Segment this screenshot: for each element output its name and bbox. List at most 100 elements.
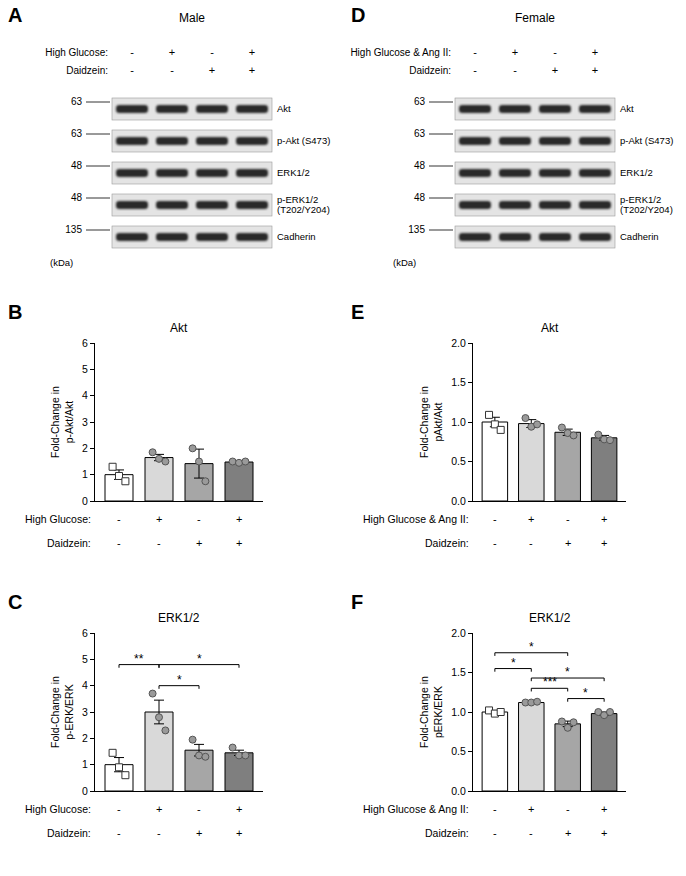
- svg-text:-: -: [493, 537, 497, 549]
- svg-text:Female: Female: [515, 11, 555, 25]
- svg-text:1.0: 1.0: [451, 416, 466, 428]
- svg-text:A: A: [8, 4, 22, 26]
- svg-text:48: 48: [414, 160, 426, 171]
- svg-text:Akt: Akt: [277, 103, 291, 114]
- svg-text:Fold-Change inpAkt/Akt: Fold-Change inpAkt/Akt: [418, 386, 444, 458]
- svg-text:+: +: [592, 64, 598, 76]
- svg-text:-: -: [197, 513, 201, 525]
- svg-text:-: -: [117, 827, 121, 839]
- svg-text:63: 63: [71, 128, 83, 139]
- svg-text:+: +: [156, 513, 162, 525]
- svg-text:0.5: 0.5: [451, 745, 466, 757]
- svg-text:Akt: Akt: [620, 103, 634, 114]
- svg-text:High Glucose:: High Glucose:: [45, 47, 108, 58]
- svg-text:Daidzein:: Daidzein:: [425, 827, 469, 839]
- svg-text:Male: Male: [179, 11, 205, 25]
- svg-text:-: -: [130, 46, 134, 58]
- svg-text:E: E: [351, 301, 364, 323]
- svg-text:Fold-Change inpERK/ERK: Fold-Change inpERK/ERK: [418, 676, 444, 748]
- svg-text:Fold-Change inp-Akt/Akt: Fold-Change inp-Akt/Akt: [49, 386, 75, 458]
- svg-text:Daidzein:: Daidzein:: [66, 65, 108, 76]
- svg-text:48: 48: [71, 160, 83, 171]
- svg-text:48: 48: [71, 192, 83, 203]
- svg-text:+: +: [565, 827, 571, 839]
- svg-text:6: 6: [82, 337, 88, 349]
- svg-text:1: 1: [82, 468, 88, 480]
- svg-text:*: *: [177, 673, 182, 687]
- svg-text:(kDa): (kDa): [50, 257, 73, 268]
- svg-text:0: 0: [82, 785, 88, 797]
- svg-text:135: 135: [408, 224, 425, 235]
- svg-text:F: F: [351, 591, 363, 613]
- svg-text:Daidzein:: Daidzein:: [425, 537, 469, 549]
- svg-text:-: -: [473, 46, 477, 58]
- svg-text:C: C: [8, 591, 22, 613]
- svg-text:6: 6: [82, 627, 88, 639]
- svg-text:0: 0: [82, 495, 88, 507]
- svg-text:-: -: [553, 46, 557, 58]
- svg-text:+: +: [592, 46, 598, 58]
- svg-text:Fold-Change inp-ERK/ERK: Fold-Change inp-ERK/ERK: [49, 676, 75, 748]
- svg-text:+: +: [565, 537, 571, 549]
- svg-text:+: +: [601, 513, 607, 525]
- svg-text:+: +: [528, 513, 534, 525]
- svg-text:p-ERK1/2(T202/Y204): p-ERK1/2(T202/Y204): [277, 193, 330, 214]
- svg-text:-: -: [157, 827, 161, 839]
- svg-text:High Glucose:: High Glucose:: [25, 803, 91, 815]
- svg-text:High Glucose & Ang II:: High Glucose & Ang II:: [363, 513, 469, 525]
- svg-text:+: +: [156, 803, 162, 815]
- svg-text:+: +: [236, 803, 242, 815]
- svg-text:B: B: [8, 301, 22, 323]
- svg-text:-: -: [493, 803, 497, 815]
- svg-text:-: -: [566, 803, 570, 815]
- svg-text:+: +: [169, 46, 175, 58]
- svg-text:1.5: 1.5: [451, 666, 466, 678]
- svg-text:***: ***: [543, 675, 557, 689]
- svg-text:ERK1/2: ERK1/2: [158, 611, 200, 625]
- svg-text:+: +: [601, 827, 607, 839]
- svg-text:0.0: 0.0: [451, 495, 466, 507]
- svg-text:+: +: [209, 64, 215, 76]
- svg-text:*: *: [529, 640, 534, 654]
- svg-text:p-ERK1/2(T202/Y204): p-ERK1/2(T202/Y204): [620, 193, 673, 214]
- svg-text:+: +: [249, 64, 255, 76]
- svg-text:+: +: [236, 827, 242, 839]
- svg-text:Daidzein:: Daidzein:: [47, 537, 91, 549]
- svg-text:Daidzein:: Daidzein:: [47, 827, 91, 839]
- svg-text:-: -: [157, 537, 161, 549]
- svg-text:-: -: [170, 64, 174, 76]
- svg-text:+: +: [512, 46, 518, 58]
- svg-text:Cadherin: Cadherin: [620, 231, 659, 242]
- svg-text:-: -: [117, 513, 121, 525]
- svg-text:+: +: [249, 46, 255, 58]
- svg-text:-: -: [117, 803, 121, 815]
- svg-text:+: +: [196, 537, 202, 549]
- svg-text:3: 3: [82, 416, 88, 428]
- svg-text:p-Akt (S473): p-Akt (S473): [277, 135, 330, 146]
- svg-text:+: +: [601, 537, 607, 549]
- svg-text:5: 5: [82, 653, 88, 665]
- svg-text:48: 48: [414, 192, 426, 203]
- svg-text:0.5: 0.5: [451, 455, 466, 467]
- svg-text:*: *: [511, 656, 516, 670]
- svg-text:*: *: [197, 652, 202, 666]
- svg-text:-: -: [566, 513, 570, 525]
- svg-text:3: 3: [82, 706, 88, 718]
- svg-text:*: *: [583, 686, 588, 700]
- svg-text:High Glucose:: High Glucose:: [25, 513, 91, 525]
- svg-text:(kDa): (kDa): [393, 257, 416, 268]
- svg-text:Akt: Akt: [170, 321, 188, 335]
- svg-text:-: -: [493, 513, 497, 525]
- svg-text:-: -: [529, 537, 533, 549]
- svg-text:ERK1/2: ERK1/2: [620, 167, 653, 178]
- svg-text:2.0: 2.0: [451, 337, 466, 349]
- svg-text:+: +: [196, 827, 202, 839]
- svg-text:D: D: [351, 4, 365, 26]
- svg-text:2: 2: [82, 442, 88, 454]
- svg-text:ERK1/2: ERK1/2: [529, 611, 571, 625]
- svg-text:5: 5: [82, 363, 88, 375]
- svg-text:Cadherin: Cadherin: [277, 231, 316, 242]
- svg-text:High Glucose & Ang II:: High Glucose & Ang II:: [350, 47, 451, 58]
- svg-text:135: 135: [65, 224, 82, 235]
- svg-text:1.0: 1.0: [451, 706, 466, 718]
